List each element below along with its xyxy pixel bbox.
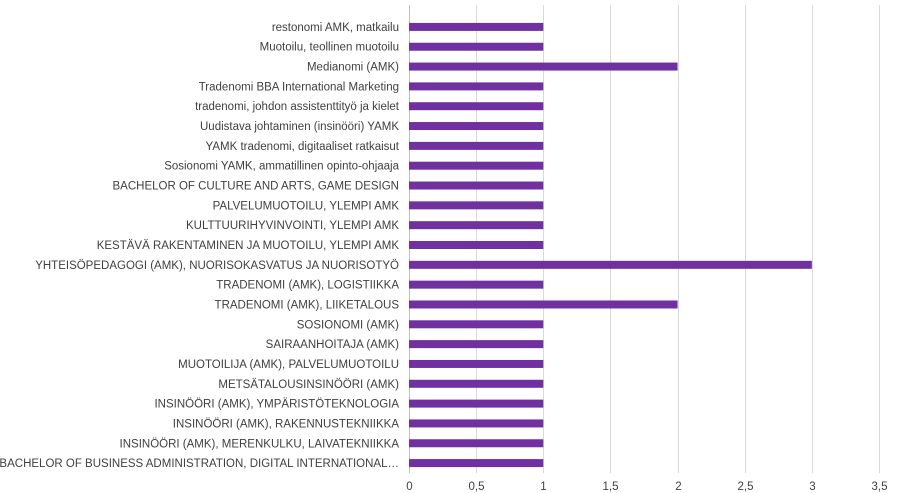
bars	[409, 22, 812, 468]
bar	[409, 340, 544, 349]
bar	[409, 62, 678, 71]
bar	[409, 439, 544, 448]
category-label: Sosionomi YAMK, ammatillinen opinto-ohja…	[164, 161, 399, 173]
bar	[409, 201, 544, 210]
x-tick-labels: 0 0,5 1 1,5 2 2,5 3 3,5	[406, 481, 887, 493]
bar	[409, 241, 544, 249]
category-label: Uudistava johtaminen (insinööri) YAMK	[200, 121, 399, 133]
bar	[409, 379, 544, 388]
bar	[409, 221, 544, 230]
category-label: BACHELOR OF CULTURE AND ARTS, GAME DESIG…	[113, 181, 400, 193]
bar	[409, 82, 544, 91]
category-label: YHTEISÖPEDAGOGI (AMK), NUORISOKASVATUS J…	[35, 260, 399, 272]
bar	[409, 161, 544, 170]
bar	[409, 459, 544, 468]
category-label: Muotoilu, teollinen muotoilu	[260, 42, 399, 54]
bar	[409, 42, 544, 51]
category-label: METSÄTALOUSINSINÖÖRI (AMK)	[218, 379, 399, 391]
x-tick-label: 1	[540, 481, 546, 493]
x-tick-label: 1,5	[603, 481, 619, 493]
category-label: MUOTOILIJA (AMK), PALVELUMUOTOILU	[178, 359, 399, 371]
x-tick-label: 2,5	[738, 481, 754, 493]
category-label: Tradenomi BBA International Marketing	[199, 81, 399, 93]
x-tick-label: 3,5	[872, 481, 888, 493]
bar	[409, 22, 544, 31]
bar	[409, 260, 812, 269]
category-label: SOSIONOMI (AMK)	[297, 319, 399, 331]
category-label: KESTÄVÄ RAKENTAMINEN JA MUOTOILU, YLEMPI…	[97, 240, 400, 252]
x-tick-label: 0	[406, 481, 412, 493]
category-label: PALVELUMUOTOILU, YLEMPI AMK	[213, 200, 400, 212]
category-label: SAIRAANHOITAJA (AMK)	[266, 339, 400, 351]
category-label: INSINÖÖRI (AMK), YMPÄRISTÖTEKNOLOGIA	[154, 399, 399, 411]
bar	[409, 280, 544, 289]
bar	[409, 122, 544, 131]
x-tick-label: 0,5	[469, 481, 485, 493]
bar	[409, 181, 544, 190]
category-label: TRADENOMI (AMK), LOGISTIIKKA	[216, 280, 399, 292]
bar	[409, 102, 544, 111]
bar	[409, 359, 544, 368]
category-label: YAMK tradenomi, digitaaliset ratkaisut	[206, 141, 400, 153]
category-label: BACHELOR OF BUSINESS ADMINISTRATION, DIG…	[0, 458, 399, 470]
category-labels: restonomi AMK, matkailu Muotoilu, teollin…	[0, 22, 400, 470]
x-tick-label: 3	[809, 481, 815, 493]
category-label: tradenomi, johdon assistenttityö ja kiel…	[195, 101, 400, 113]
category-label: restonomi AMK, matkailu	[272, 22, 399, 34]
bar	[409, 141, 544, 150]
bar	[409, 320, 544, 329]
bar	[409, 300, 678, 309]
bar	[409, 399, 544, 408]
category-label: KULTTUURIHYVINVOINTI, YLEMPI AMK	[186, 220, 399, 232]
category-label: Medianomi (AMK)	[307, 62, 399, 74]
category-label: TRADENOMI (AMK), LIIKETALOUS	[215, 299, 400, 311]
category-label: INSINÖÖRI (AMK), RAKENNUSTEKNIIKKA	[173, 418, 400, 430]
x-tick-label: 2	[675, 481, 681, 493]
category-label: INSINÖÖRI (AMK), MERENKULKU, LAIVATEKNII…	[120, 438, 400, 450]
bar	[409, 419, 544, 428]
